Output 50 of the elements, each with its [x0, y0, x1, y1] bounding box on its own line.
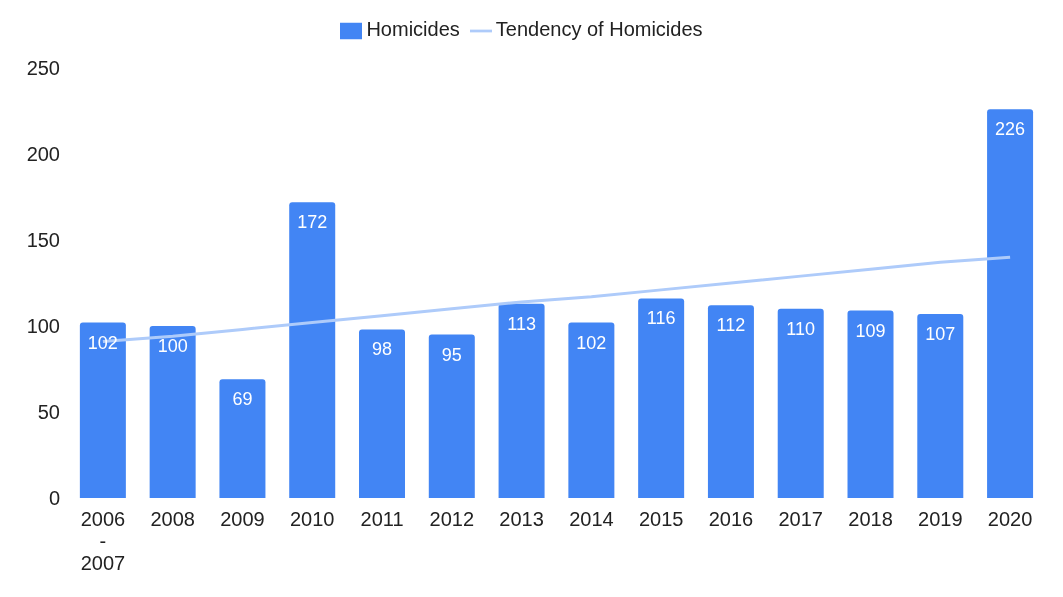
data-label: 113 — [507, 313, 536, 334]
x-tick-label: 2013 — [499, 508, 544, 530]
data-label: 95 — [441, 344, 462, 365]
x-tick-label: 2015 — [638, 508, 684, 530]
x-tick-label: 2020 — [987, 508, 1033, 530]
y-tick-label: 100 — [26, 315, 60, 338]
y-tick-label: 50 — [37, 401, 60, 424]
data-label: 100 — [157, 336, 188, 356]
x-tick-label: 2012 — [429, 508, 475, 530]
data-label: 116 — [646, 308, 676, 329]
x-tick-label: 2018 — [848, 508, 893, 530]
data-label: 112 — [716, 315, 746, 336]
bar — [498, 303, 545, 498]
data-label: 69 — [232, 389, 253, 410]
legend-label: Tendency of Homicides — [495, 18, 703, 40]
bar — [428, 334, 475, 498]
bar — [987, 109, 1034, 498]
y-tick-label: 150 — [26, 229, 60, 252]
legend-label: Homicides — [366, 18, 460, 40]
x-tick-label: 2014 — [569, 508, 614, 530]
data-label: 102 — [576, 332, 607, 353]
x-tick-label: 2019 — [918, 508, 963, 530]
bar — [847, 310, 894, 498]
data-label: 172 — [297, 212, 328, 233]
data-label: 226 — [995, 119, 1026, 140]
x-tick-label: 2008 — [150, 508, 195, 530]
bar — [568, 322, 615, 498]
data-label: 107 — [925, 323, 956, 344]
data-label: 98 — [371, 339, 393, 360]
bar — [638, 298, 685, 498]
x-tick-label: 2017 — [778, 508, 823, 530]
x-tick-label: 2016 — [708, 508, 754, 530]
x-tick-label: 2006 - 2007 — [80, 508, 126, 574]
data-label: 110 — [786, 318, 816, 339]
y-tick-label: 250 — [26, 57, 60, 80]
bar — [289, 202, 336, 498]
y-tick-label: 0 — [48, 487, 60, 510]
bar — [777, 308, 824, 498]
bar — [359, 329, 406, 498]
x-tick-label: 2010 — [290, 508, 335, 530]
data-label: 109 — [855, 320, 886, 341]
y-tick-label: 200 — [26, 143, 60, 166]
x-tick-label: 2009 — [220, 508, 265, 530]
bar — [707, 305, 754, 498]
x-tick-label: 2011 — [360, 508, 404, 530]
bar — [149, 326, 196, 498]
bar — [917, 313, 964, 498]
bar — [219, 379, 266, 498]
bar — [79, 322, 126, 498]
data-label: 102 — [87, 332, 118, 353]
